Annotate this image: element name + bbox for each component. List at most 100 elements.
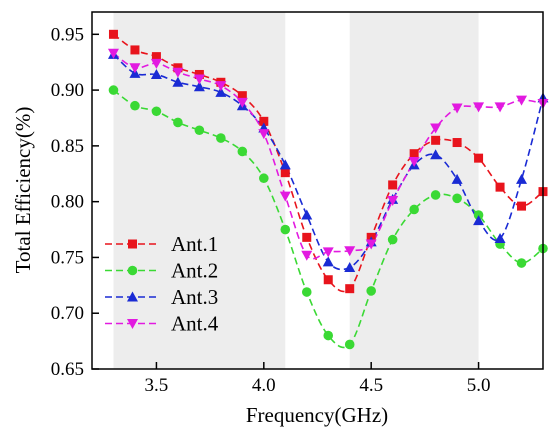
data-point bbox=[302, 232, 312, 242]
data-point bbox=[517, 201, 527, 211]
data-point bbox=[494, 102, 506, 113]
series-line-2 bbox=[112, 89, 543, 349]
legend-item: Ant.1 bbox=[105, 232, 218, 256]
y-tick-label: 0.85 bbox=[51, 136, 84, 157]
data-point bbox=[259, 173, 269, 184]
data-point bbox=[151, 52, 161, 62]
legend-marker bbox=[127, 319, 138, 329]
data-point bbox=[322, 247, 334, 258]
data-point bbox=[279, 191, 291, 202]
y-tick-label: 0.75 bbox=[51, 247, 84, 268]
data-point bbox=[280, 224, 291, 235]
y-tick-label: 0.95 bbox=[51, 24, 84, 45]
x-tick-label: 4.5 bbox=[359, 375, 383, 396]
data-point bbox=[130, 45, 140, 55]
shaded-band-2 bbox=[349, 12, 479, 369]
data-point bbox=[259, 116, 269, 126]
data-point bbox=[279, 159, 291, 170]
data-point bbox=[150, 58, 162, 69]
data-point bbox=[237, 146, 248, 157]
data-point bbox=[172, 76, 184, 87]
y-tick-label: 0.90 bbox=[51, 80, 84, 101]
y-tick-label: 0.65 bbox=[51, 359, 84, 380]
x-tick-label: 3.5 bbox=[145, 375, 169, 396]
data-point bbox=[408, 156, 420, 167]
data-point bbox=[516, 95, 528, 106]
legend-item: Ant.2 bbox=[105, 259, 218, 283]
data-point bbox=[215, 81, 227, 92]
series-markers-2 bbox=[108, 85, 548, 350]
data-point bbox=[323, 330, 334, 341]
data-point bbox=[193, 81, 205, 92]
data-point bbox=[409, 149, 419, 159]
x-axis-title: Frequency(GHz) bbox=[246, 403, 388, 427]
data-point bbox=[430, 149, 442, 160]
data-point bbox=[237, 91, 247, 101]
data-point bbox=[344, 246, 356, 257]
legend-item: Ant.4 bbox=[105, 312, 219, 336]
x-axis: 3.5 4.0 4.5 5.0 bbox=[145, 362, 491, 396]
legend-item: Ant.3 bbox=[105, 285, 218, 309]
data-point bbox=[301, 209, 313, 220]
data-point bbox=[473, 102, 485, 113]
data-point bbox=[108, 29, 118, 39]
data-point bbox=[280, 168, 290, 178]
data-point bbox=[172, 67, 184, 78]
y-tick-label: 0.80 bbox=[51, 192, 84, 213]
data-point bbox=[495, 182, 505, 192]
data-point bbox=[151, 106, 162, 117]
data-point bbox=[258, 129, 270, 140]
data-point bbox=[451, 103, 463, 114]
data-point bbox=[173, 117, 183, 128]
series-markers-4 bbox=[107, 48, 549, 261]
legend-marker bbox=[127, 265, 138, 276]
series-markers bbox=[107, 29, 549, 350]
data-point bbox=[107, 48, 119, 59]
y-axis: 0.65 0.70 0.75 0.80 0.85 0.90 0.95 bbox=[51, 24, 99, 380]
data-point bbox=[516, 173, 528, 184]
data-point bbox=[194, 125, 205, 136]
data-point bbox=[129, 63, 141, 74]
data-point bbox=[301, 287, 312, 297]
data-point bbox=[473, 210, 484, 220]
data-point bbox=[494, 232, 506, 243]
data-point bbox=[474, 153, 484, 163]
legend-label: Ant.1 bbox=[171, 232, 218, 256]
data-point bbox=[344, 339, 355, 350]
x-tick-label: 4.0 bbox=[252, 375, 276, 396]
data-point bbox=[323, 275, 333, 285]
data-point bbox=[366, 286, 376, 296]
legend-label: Ant.2 bbox=[171, 259, 218, 283]
x-tick-label: 5.0 bbox=[467, 375, 491, 396]
data-point bbox=[452, 193, 462, 204]
data-point bbox=[473, 215, 485, 226]
data-point bbox=[345, 284, 355, 294]
data-point bbox=[431, 135, 441, 145]
data-point bbox=[215, 86, 227, 97]
y-axis-title: Total Efficiency(%) bbox=[11, 107, 35, 274]
legend-marker bbox=[128, 239, 137, 249]
data-point bbox=[387, 234, 398, 245]
data-point bbox=[388, 180, 398, 190]
data-point bbox=[430, 190, 441, 200]
data-point bbox=[322, 256, 334, 267]
data-point bbox=[130, 100, 140, 111]
data-point bbox=[193, 74, 205, 85]
legend-marker bbox=[127, 291, 138, 302]
series-line-1 bbox=[113, 33, 543, 293]
data-point bbox=[451, 173, 463, 184]
legend-label: Ant.3 bbox=[171, 285, 218, 309]
data-point bbox=[516, 258, 527, 268]
data-point bbox=[236, 97, 248, 108]
data-point bbox=[344, 261, 356, 272]
data-point bbox=[452, 138, 462, 148]
data-point bbox=[108, 85, 119, 95]
data-point bbox=[216, 133, 226, 143]
legend-label: Ant.4 bbox=[171, 312, 219, 336]
data-point bbox=[365, 239, 377, 250]
y-tick-label: 0.70 bbox=[51, 303, 84, 324]
data-point bbox=[430, 123, 442, 134]
data-point bbox=[387, 196, 399, 207]
